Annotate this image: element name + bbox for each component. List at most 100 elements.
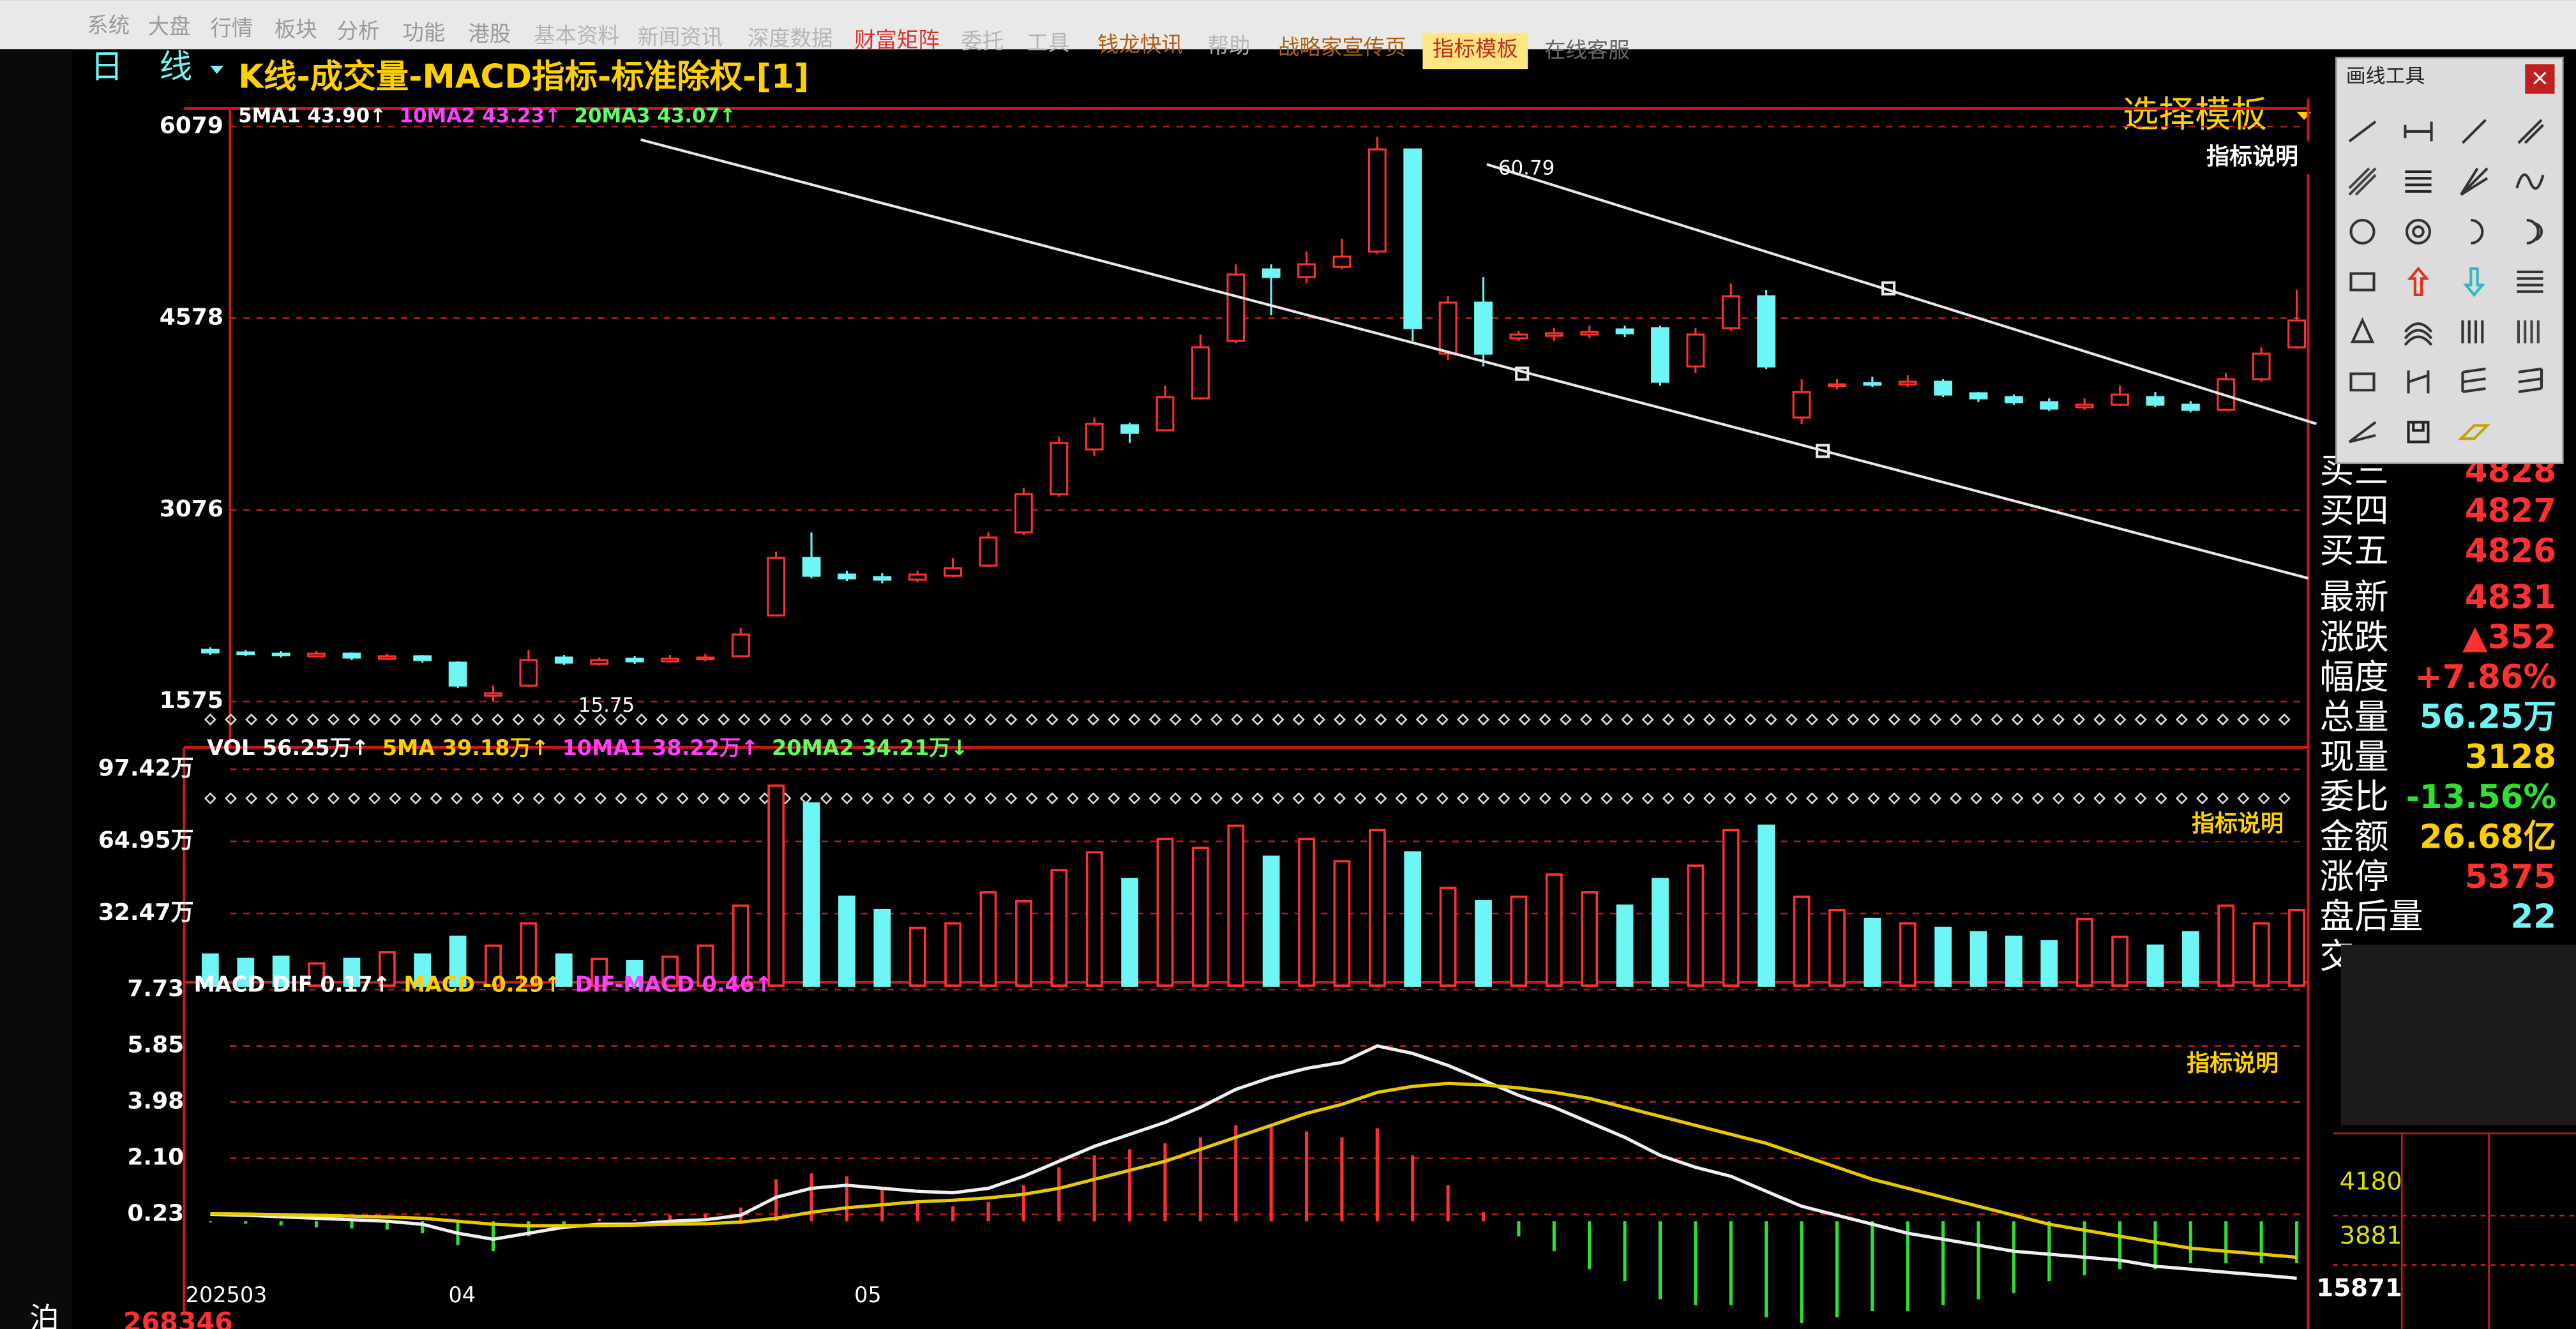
tool-icon[interactable] bbox=[2407, 421, 2430, 444]
menu-item[interactable]: 港股 bbox=[468, 22, 511, 47]
tool-icon[interactable] bbox=[2349, 218, 2376, 244]
diamond bbox=[512, 713, 525, 726]
tool-icon[interactable] bbox=[2517, 119, 2544, 144]
trend-handle[interactable] bbox=[1881, 281, 1896, 296]
tool-icon[interactable] bbox=[2407, 266, 2430, 297]
diamond bbox=[2278, 792, 2291, 805]
menu-item[interactable]: 深度数据 bbox=[748, 26, 833, 51]
diamond bbox=[1025, 713, 1038, 726]
menu-item[interactable]: 战略家宣传页 bbox=[1278, 34, 1406, 59]
tool-icon[interactable] bbox=[2405, 218, 2432, 244]
diamond bbox=[1888, 792, 1901, 805]
tool-icon[interactable] bbox=[2518, 367, 2543, 393]
menu-item[interactable]: 行情 bbox=[210, 15, 253, 40]
menu-item[interactable]: 分析 bbox=[337, 19, 380, 43]
menu-item[interactable]: 财富矩阵 bbox=[854, 27, 940, 52]
menu-item[interactable]: 系统 bbox=[87, 13, 130, 38]
tool-icon[interactable] bbox=[2461, 367, 2486, 393]
legend-item: MACD DIF 0.17↑ bbox=[194, 972, 391, 997]
tool-icon[interactable] bbox=[2526, 218, 2543, 244]
tool-icon[interactable] bbox=[2461, 320, 2484, 343]
tool-icon[interactable] bbox=[2404, 121, 2433, 142]
tool-icon[interactable] bbox=[2404, 322, 2433, 346]
indicator-note[interactable]: 指标说明 bbox=[2206, 144, 2298, 170]
indicator-note[interactable]: 指标说明 bbox=[2187, 1051, 2278, 1077]
menu-item[interactable]: 板块 bbox=[275, 17, 317, 42]
tool-icon[interactable] bbox=[2350, 317, 2375, 343]
tools-title: 画线工具 bbox=[2346, 65, 2425, 88]
quote-label: 涨跌 bbox=[2320, 617, 2389, 657]
trend-handle[interactable] bbox=[1816, 444, 1830, 458]
menu-item[interactable]: 大盘 bbox=[148, 14, 191, 39]
tool-icon[interactable] bbox=[2457, 424, 2491, 440]
volume-bar bbox=[2075, 917, 2093, 987]
candle-body bbox=[1757, 295, 1776, 368]
diamond bbox=[2031, 713, 2044, 726]
volume-bar bbox=[1015, 900, 1032, 987]
diamond bbox=[594, 713, 607, 726]
x-tick-label: 202503 bbox=[186, 1282, 267, 1307]
candle-body bbox=[1332, 255, 1352, 268]
tool-icon[interactable] bbox=[2460, 167, 2489, 196]
tool-icon[interactable] bbox=[2461, 119, 2487, 144]
menu-item[interactable]: 指标模板 bbox=[1433, 36, 1518, 61]
tools-close-label[interactable]: × bbox=[2530, 65, 2549, 91]
tool-icon[interactable] bbox=[2407, 370, 2430, 394]
diamond bbox=[1929, 792, 1941, 805]
menu-item[interactable]: 在线客服 bbox=[1544, 38, 1630, 63]
candle-body bbox=[1297, 263, 1316, 278]
period-2[interactable]: 线 bbox=[160, 48, 192, 86]
diamond bbox=[635, 713, 648, 726]
trend-line[interactable] bbox=[1486, 163, 2317, 425]
diamond bbox=[964, 713, 977, 726]
candle-body bbox=[1792, 391, 1811, 419]
diamond bbox=[984, 792, 997, 805]
trend-handle[interactable] bbox=[1515, 366, 1530, 381]
period-1[interactable]: 日 bbox=[91, 48, 123, 86]
menu-item[interactable]: 委托 bbox=[961, 29, 1004, 54]
diamond bbox=[409, 792, 422, 805]
diamond bbox=[1169, 713, 1182, 726]
tool-icon[interactable] bbox=[2515, 173, 2545, 190]
menu-item[interactable]: 钱龙快讯 bbox=[1097, 32, 1183, 57]
tool-icon[interactable] bbox=[2349, 272, 2376, 292]
menu-item[interactable]: 功能 bbox=[402, 20, 445, 45]
tool-icon[interactable] bbox=[2405, 170, 2432, 193]
candle-body bbox=[2075, 403, 2094, 409]
period-dropdown[interactable] bbox=[210, 66, 223, 74]
candle-body bbox=[342, 652, 361, 659]
diamond bbox=[389, 713, 402, 726]
volume-bar bbox=[732, 905, 749, 987]
diamond bbox=[1827, 792, 1839, 805]
tool-icon[interactable] bbox=[2348, 120, 2377, 143]
candle-body bbox=[236, 651, 255, 656]
quote-value: ▲352 bbox=[2462, 619, 2556, 657]
tool-icon[interactable] bbox=[2517, 320, 2540, 343]
tool-icon[interactable] bbox=[2349, 372, 2376, 392]
trend-line[interactable] bbox=[640, 138, 2309, 580]
menu-item[interactable]: 帮助 bbox=[1207, 33, 1250, 58]
diamond bbox=[2093, 792, 2106, 805]
template-select[interactable]: 选择模板 bbox=[2123, 93, 2267, 135]
y-tick-label: 2.10 bbox=[127, 1145, 184, 1171]
tool-icon[interactable] bbox=[2463, 267, 2485, 297]
volume-bar bbox=[1227, 824, 1245, 987]
diamond bbox=[1334, 792, 1346, 805]
indicator-note[interactable]: 指标说明 bbox=[2192, 811, 2284, 837]
diamond bbox=[1744, 713, 1757, 726]
menu-item[interactable]: 基本资料 bbox=[534, 23, 619, 48]
candle-body bbox=[838, 573, 856, 580]
diamond bbox=[2237, 713, 2250, 726]
menu-item[interactable]: 新闻资讯 bbox=[637, 24, 723, 49]
menu-item[interactable]: 工具 bbox=[1027, 31, 1069, 56]
diamond bbox=[1847, 713, 1860, 726]
tool-icon[interactable] bbox=[2348, 421, 2377, 444]
diamond bbox=[1210, 713, 1223, 726]
tools-close[interactable] bbox=[2525, 64, 2555, 94]
candle-body bbox=[661, 657, 679, 663]
tool-icon[interactable] bbox=[2348, 167, 2377, 196]
tool-icon[interactable] bbox=[2517, 270, 2543, 293]
tool-icon[interactable] bbox=[2471, 218, 2484, 244]
plot-area bbox=[200, 125, 2309, 1323]
